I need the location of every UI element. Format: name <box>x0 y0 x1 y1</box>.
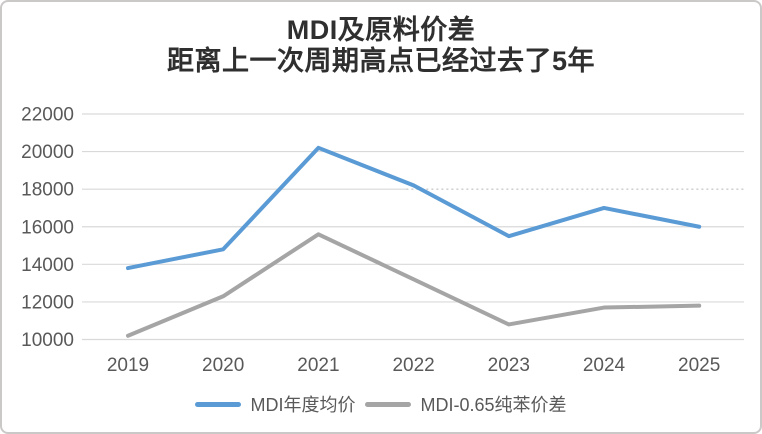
x-tick-label-2020: 2020 <box>202 355 244 376</box>
chart-title: MDI及原料价差 <box>286 15 476 45</box>
series-line-MDI-0.65纯苯价差 <box>126 232 702 338</box>
legend: MDI年度均价 MDI-0.65纯苯价差 <box>2 389 760 419</box>
y-tick-label-14000: 14000 <box>21 255 74 276</box>
y-tick-label-12000: 12000 <box>21 292 74 313</box>
legend-marker-spread <box>365 401 412 407</box>
chart-subtitle: 距离上一次周期高点已经过去了5年 <box>166 46 595 76</box>
chart-title-block: MDI及原料价差 距离上一次周期高点已经过去了5年 <box>2 15 760 77</box>
legend-label-spread: MDI-0.65纯苯价差 <box>420 395 567 415</box>
y-tick-label-20000: 20000 <box>21 142 74 163</box>
x-tick-label-2022: 2022 <box>392 355 434 376</box>
series-line-MDI年度均价 <box>126 145 702 271</box>
x-tick-label-2023: 2023 <box>488 355 530 376</box>
x-tick-label-2025: 2025 <box>678 355 720 376</box>
y-tick-label-16000: 16000 <box>21 217 74 238</box>
legend-item-spread: MDI-0.65纯苯价差 <box>365 391 567 417</box>
y-tick-label-10000: 10000 <box>21 330 74 351</box>
legend-label-mdi-price: MDI年度均价 <box>250 395 356 415</box>
x-tick-label-2019: 2019 <box>107 355 149 376</box>
x-tick-label-2024: 2024 <box>583 355 626 376</box>
y-tick-label-22000: 22000 <box>21 105 74 126</box>
legend-item-mdi-price: MDI年度均价 <box>195 391 355 417</box>
y-tick-label-18000: 18000 <box>21 180 74 201</box>
x-tick-label-2021: 2021 <box>297 355 339 376</box>
legend-marker-mdi-price <box>195 401 242 407</box>
